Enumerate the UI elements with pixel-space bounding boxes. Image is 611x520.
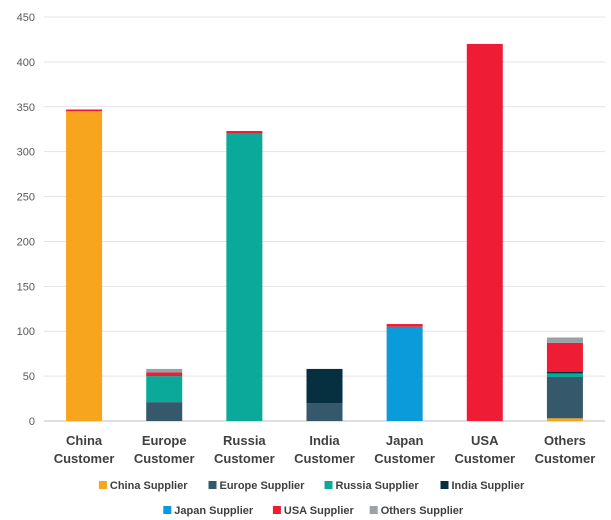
x-category-label: Customer bbox=[134, 451, 195, 466]
y-tick-label: 400 bbox=[17, 57, 35, 69]
y-tick-label: 150 bbox=[17, 281, 35, 293]
y-tick-label: 100 bbox=[17, 326, 35, 338]
legend-swatch bbox=[98, 481, 107, 489]
x-category-label: Customer bbox=[54, 451, 115, 466]
x-category-label: Customer bbox=[454, 451, 515, 466]
x-category-label: Europe bbox=[142, 433, 187, 448]
legend-label: Japan Supplier bbox=[174, 505, 254, 517]
legend-label: India Supplier bbox=[452, 480, 525, 492]
y-tick-label: 450 bbox=[17, 12, 35, 24]
bar-segment bbox=[66, 109, 103, 112]
y-tick-label: 0 bbox=[29, 416, 35, 428]
x-category-label: Others bbox=[544, 433, 586, 448]
y-tick-label: 350 bbox=[17, 102, 35, 114]
legend-swatch bbox=[163, 506, 172, 514]
bars bbox=[66, 43, 583, 422]
bar-segment bbox=[146, 372, 183, 377]
bar-segment bbox=[66, 111, 103, 422]
bar-segment bbox=[546, 342, 583, 372]
legend-swatch bbox=[369, 506, 378, 514]
bar-segment bbox=[546, 418, 583, 421]
legend-label: Others Supplier bbox=[381, 505, 464, 517]
x-category-label: Customer bbox=[374, 451, 435, 466]
bar-segment bbox=[546, 337, 583, 343]
legend: China Supplier Europe Supplier Russia Supp… bbox=[98, 480, 525, 517]
bar-segment bbox=[306, 403, 343, 421]
y-tick-label: 300 bbox=[17, 147, 35, 159]
legend-swatch bbox=[208, 481, 217, 489]
legend-swatch bbox=[440, 481, 449, 489]
legend-label: China Supplier bbox=[110, 480, 188, 492]
gridlines bbox=[44, 16, 605, 422]
x-category-label: Customer bbox=[535, 451, 596, 466]
x-category-label: Customer bbox=[214, 451, 275, 466]
y-tick-label: 50 bbox=[23, 371, 35, 383]
x-axis-categories: China Customer Europe Customer Russia Custome… bbox=[54, 433, 596, 466]
bar-segment bbox=[146, 368, 183, 373]
bar-segment bbox=[146, 376, 183, 403]
bar-segment bbox=[386, 326, 423, 421]
x-category-label: China bbox=[66, 433, 103, 448]
legend-label: Russia Supplier bbox=[336, 480, 420, 492]
x-category-label: India bbox=[309, 433, 340, 448]
x-category-label: USA bbox=[471, 433, 499, 448]
x-category-label: Russia bbox=[223, 433, 266, 448]
bar-segment bbox=[386, 324, 423, 327]
bar-segment bbox=[306, 368, 343, 404]
legend-label: Europe Supplier bbox=[220, 480, 306, 492]
bar-segment bbox=[546, 377, 583, 419]
legend-label: USA Supplier bbox=[284, 505, 355, 517]
bar-segment bbox=[546, 371, 583, 374]
bar-segment bbox=[546, 373, 583, 378]
legend-swatch bbox=[272, 506, 281, 514]
y-axis-ticks: 0 50 100 150 200 250 300 350 400 450 bbox=[17, 12, 35, 428]
bar-segment bbox=[146, 402, 183, 421]
bar-segment bbox=[466, 43, 503, 421]
bar-segment bbox=[226, 131, 263, 134]
y-tick-label: 250 bbox=[17, 192, 35, 204]
x-category-label: Japan bbox=[386, 433, 424, 448]
y-tick-label: 200 bbox=[17, 236, 35, 248]
bar-segment bbox=[226, 133, 263, 421]
x-category-label: Customer bbox=[294, 451, 355, 466]
legend-swatch bbox=[324, 481, 333, 489]
